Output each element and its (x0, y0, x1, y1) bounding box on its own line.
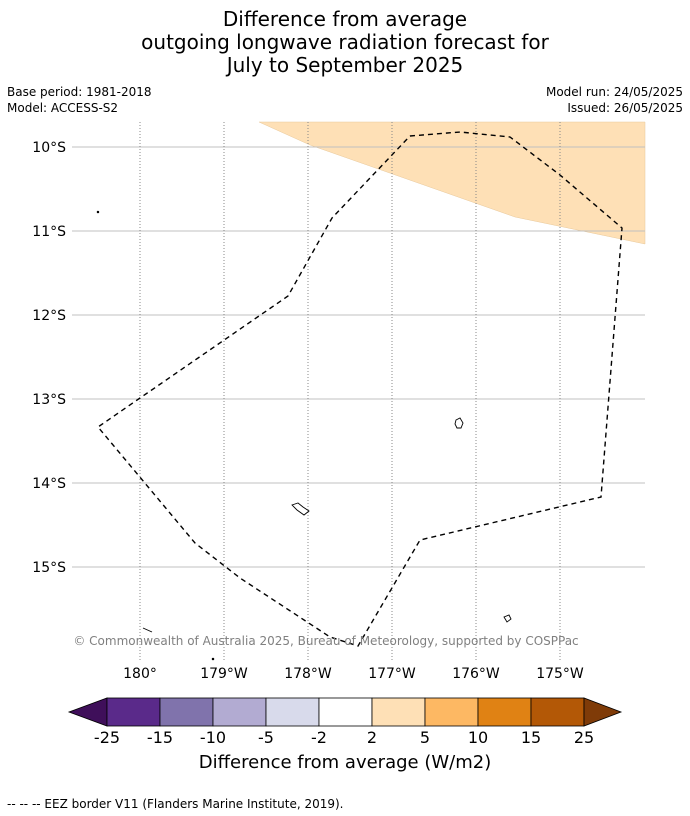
lat-label-13s: 13°S (32, 392, 66, 408)
model-name: Model: ACCESS-S2 (7, 101, 119, 115)
island-futuna (291, 502, 310, 516)
title-line-2: outgoing longwave radiation forecast for (141, 30, 549, 54)
lon-label-179w: 179°W (200, 666, 248, 682)
islands (96, 210, 512, 661)
colorbar-tick-10: 25 (573, 728, 595, 747)
lat-label-12s: 12°S (32, 308, 66, 324)
attribution-text: © Commonwealth of Australia 2025, Bureau… (73, 634, 578, 648)
island-south (211, 657, 215, 661)
colorbar-tick-8: 10 (467, 728, 489, 747)
colorbar-tick-7: 5 (419, 728, 431, 747)
colorbar-tick-5: -2 (311, 728, 327, 747)
colorbar-bin-9 (530, 697, 585, 727)
issued-date: Issued: 26/05/2025 (567, 101, 683, 115)
island-wallis (454, 417, 464, 429)
lon-label-176w: 176°W (452, 666, 500, 682)
lat-label-14s: 14°S (32, 476, 66, 492)
latitude-labels: 10°S 11°S 12°S 13°S 14°S 15°S (32, 140, 66, 576)
island-southeast (503, 614, 512, 623)
eez-border (96, 131, 623, 647)
colorbar (67, 697, 623, 727)
map-title: Difference from average outgoing longwav… (0, 8, 690, 77)
colorbar-bin-3 (212, 697, 267, 727)
island-northwest (96, 210, 100, 214)
colorbar-tick-1: -25 (93, 728, 121, 747)
eez-footnote: -- -- -- EEZ border V11 (Flanders Marine… (7, 797, 344, 811)
longitude-labels: 180° 179°W 178°W 177°W 176°W 175°W (123, 666, 584, 682)
colorbar-tick-9: 15 (520, 728, 542, 747)
colorbar-bin-7 (424, 697, 479, 727)
meta-left: Base period: 1981-2018 Model: ACCESS-S2 (7, 84, 152, 116)
anomaly-region (258, 121, 646, 245)
lon-label-180: 180° (123, 666, 157, 682)
model-run: Model run: 24/05/2025 (545, 85, 683, 99)
meta-right: Model run: 24/05/2025 Issued: 26/05/2025 (546, 84, 683, 116)
colorbar-bin-6 (371, 697, 426, 727)
colorbar-low-extend (67, 697, 108, 727)
colorbar-title: Difference from average (W/m2) (198, 752, 492, 773)
colorbar-tick-4: -5 (258, 728, 274, 747)
title-line-3: July to September 2025 (226, 53, 464, 77)
lon-label-177w: 177°W (368, 666, 416, 682)
colorbar-bin-1 (106, 697, 161, 727)
colorbar-tick-6: 2 (366, 728, 378, 747)
latitude-gridlines (72, 146, 645, 568)
lon-label-175w: 175°W (536, 666, 584, 682)
colorbar-bin-8 (477, 697, 532, 727)
lat-label-11s: 11°S (32, 224, 66, 240)
colorbar-tick-2: -15 (146, 728, 174, 747)
lon-label-178w: 178°W (284, 666, 332, 682)
colorbar-tick-3: -10 (199, 728, 227, 747)
title-line-1: Difference from average (222, 7, 468, 31)
colorbar-tick-labels: -25 -15 -10 -5 -2 2 5 10 15 25 (0, 728, 690, 748)
lat-label-10s: 10°S (32, 140, 66, 156)
colorbar-bin-2 (159, 697, 214, 727)
colorbar-high-extend (583, 697, 623, 727)
colorbar-bin-4 (265, 697, 320, 727)
colorbar-bin-5 (318, 697, 373, 727)
island-southwest (142, 627, 153, 633)
lat-label-15s: 15°S (32, 560, 66, 576)
base-period: Base period: 1981-2018 (7, 85, 152, 99)
